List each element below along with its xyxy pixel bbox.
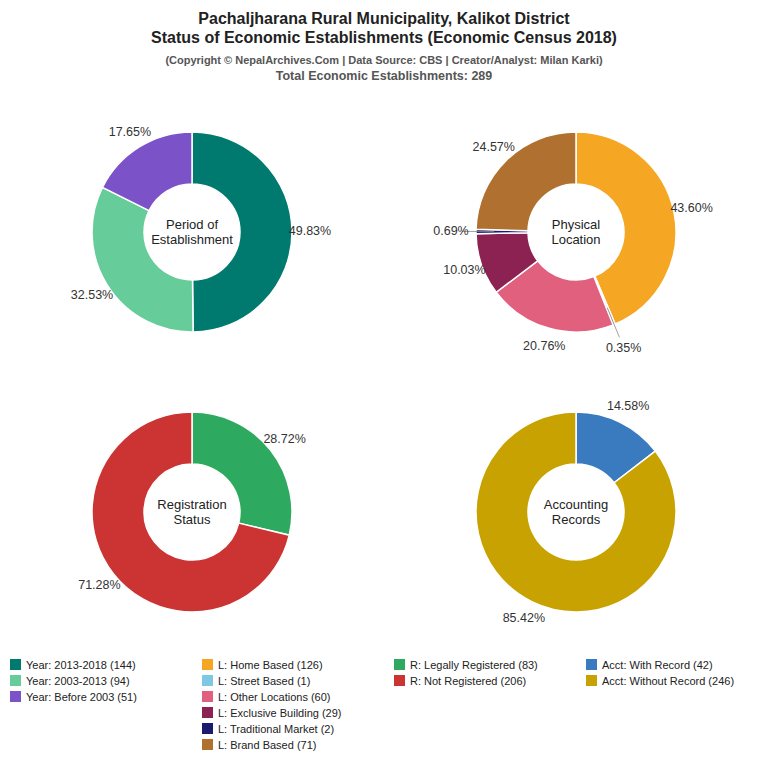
subtitle: Total Economic Establishments: 289 (276, 69, 493, 83)
data-label: 14.58% (607, 399, 649, 413)
legend-label: L: Brand Based (71) (218, 739, 316, 751)
title: Pachaljharana Rural Municipality, Kaliko… (151, 10, 617, 46)
legend-swatch (202, 675, 213, 686)
legend-label: Year: 2013-2018 (144) (26, 659, 136, 671)
legend-swatch (202, 707, 213, 718)
center-label-line: Registration (157, 497, 226, 512)
center-label-line: Status (174, 512, 211, 527)
legend-swatch (10, 691, 21, 702)
center-label: RegistrationStatus (157, 497, 226, 527)
slice (476, 412, 676, 612)
data-label: 20.76% (523, 339, 565, 353)
data-label: 17.65% (109, 125, 151, 139)
title-line: Pachaljharana Rural Municipality, Kaliko… (198, 10, 570, 27)
slice (92, 412, 289, 612)
legend-label: L: Exclusive Building (29) (218, 707, 342, 719)
legend: Year: 2013-2018 (144) Year: 2003-2013 (94… (10, 659, 734, 751)
data-label: 71.28% (78, 578, 120, 592)
leader-line (607, 308, 619, 338)
data-label: 0.35% (606, 341, 641, 355)
legend-label: L: Traditional Market (2) (218, 723, 334, 735)
title-line: Status of Economic Establishments (Econo… (151, 29, 617, 46)
center-label: PhysicalLocation (551, 217, 600, 247)
center-label-line: Physical (552, 217, 601, 232)
slices (476, 412, 676, 612)
legend-label: Acct: With Record (42) (602, 659, 713, 671)
legend-swatch (10, 675, 21, 686)
legend-swatch (202, 739, 213, 750)
legend-swatch (10, 659, 21, 670)
legend-swatch (586, 659, 597, 670)
legend-swatch (586, 675, 597, 686)
slice (92, 187, 193, 332)
data-label: 10.03% (443, 263, 485, 277)
data-label: 32.53% (71, 288, 113, 302)
data-label: 49.83% (289, 224, 331, 238)
center-label-line: Establishment (151, 232, 233, 247)
center-label-line: Period of (166, 217, 218, 232)
data-label: 85.42% (503, 611, 545, 625)
data-label: 24.57% (472, 140, 514, 154)
donut: PhysicalLocation 43.60% 0.35% 20.76% 10.03% 0… (433, 132, 713, 355)
center-label: Period ofEstablishment (151, 217, 233, 247)
subtitle: (Copyright © NepalArchives.Com | Data So… (165, 54, 603, 66)
donut: RegistrationStatus 28.72% 71.28% (78, 412, 306, 612)
data-label: 0.69% (433, 224, 468, 238)
legend-label: Acct: Without Record (246) (602, 675, 734, 687)
data-label: 28.72% (263, 432, 305, 446)
legend-swatch (202, 691, 213, 702)
center-label-line: Records (552, 512, 601, 527)
legend-label: L: Street Based (1) (218, 675, 310, 687)
legend-label: R: Not Registered (206) (410, 675, 526, 687)
legend-label: Year: 2003-2013 (94) (26, 675, 130, 687)
center-label-line: Location (551, 232, 600, 247)
legend-label: L: Other Locations (60) (218, 691, 331, 703)
legend-swatch (202, 723, 213, 734)
legend-swatch (394, 659, 405, 670)
slices (92, 132, 292, 332)
legend-label: Year: Before 2003 (51) (26, 691, 137, 703)
legend-swatch (394, 675, 405, 686)
slice (102, 132, 192, 211)
donut: AccountingRecords 14.58% 85.42% (476, 399, 676, 625)
slices (92, 412, 292, 612)
slices (476, 132, 676, 332)
center-label: AccountingRecords (544, 497, 608, 527)
legend-label: R: Legally Registered (83) (410, 659, 538, 671)
donut: Period ofEstablishment 49.83% 32.53% 17.65% (71, 125, 331, 332)
data-label: 43.60% (670, 201, 712, 215)
legend-swatch (202, 659, 213, 670)
legend-label: L: Home Based (126) (218, 659, 323, 671)
center-label-line: Accounting (544, 497, 608, 512)
chart: Pachaljharana Rural Municipality, Kaliko… (0, 0, 768, 768)
